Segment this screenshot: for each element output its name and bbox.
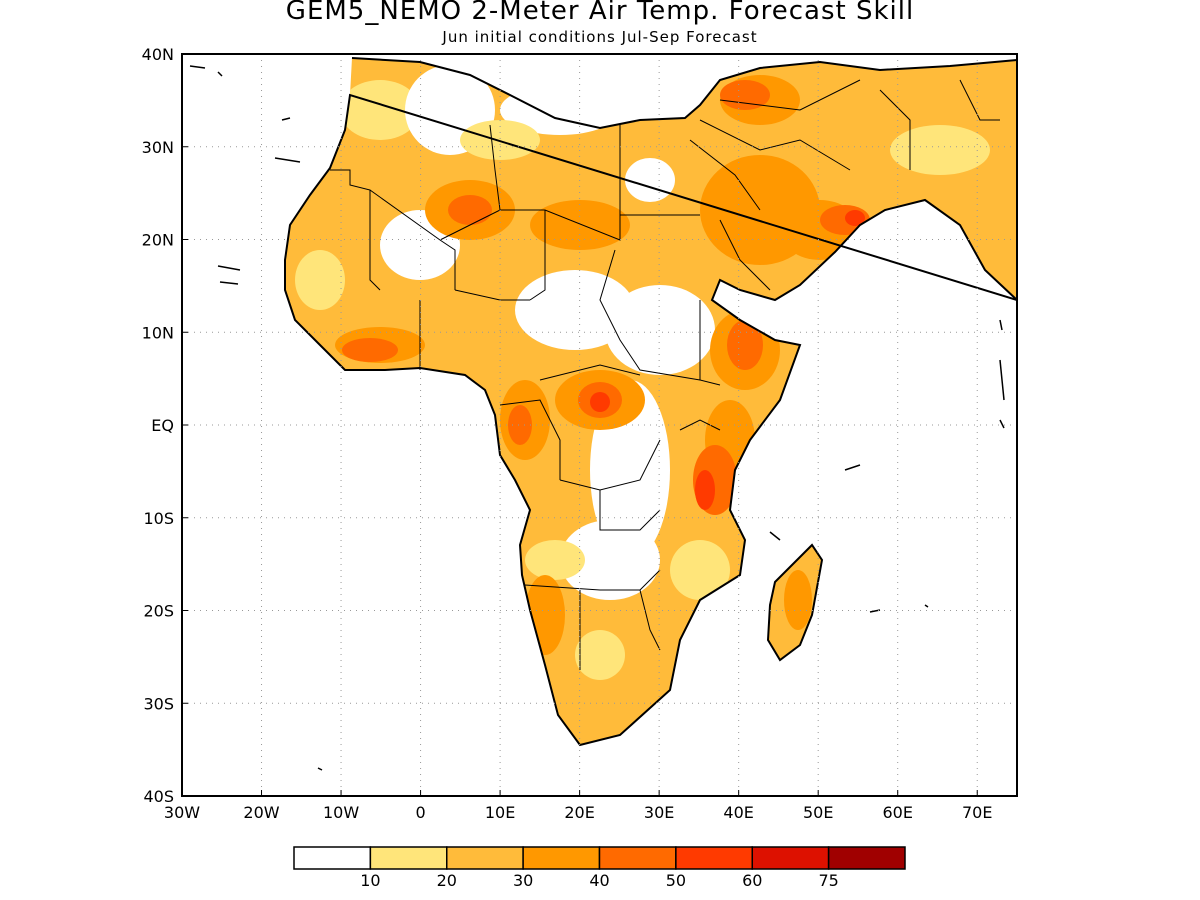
colorbar-label: 30 — [513, 871, 533, 890]
colorbar-swatch — [598, 846, 677, 870]
coastline — [284, 57, 1018, 747]
map-subtitle: Jun initial conditions Jul-Sep Forecast — [442, 28, 758, 46]
colorbar-label: 75 — [818, 871, 838, 890]
y-tick-label: 40S — [143, 787, 174, 806]
colorbar-swatch — [751, 846, 830, 870]
plot-frame — [181, 53, 1018, 797]
x-tick-label: 70E — [962, 803, 992, 822]
x-tick-label: 0 — [415, 803, 425, 822]
x-tick-label: 10W — [323, 803, 359, 822]
x-axis-labels: 30W 20W 10W 0 10E 20E 30E 40E 50E 60E 70E — [164, 803, 993, 822]
colorbar-label: 40 — [589, 871, 609, 890]
y-tick-label: 10S — [143, 509, 174, 528]
y-tick-label: 20S — [143, 602, 174, 621]
y-tick-label: EQ — [151, 416, 174, 435]
skill-shading — [285, 58, 1017, 745]
x-tick-label: 30W — [164, 803, 200, 822]
colorbar-swatch — [675, 846, 753, 870]
x-tick-label: 30E — [644, 803, 674, 822]
gridlines — [181, 53, 1017, 797]
x-tick-label: 20W — [243, 803, 279, 822]
y-tick-label: 10N — [142, 323, 174, 342]
country-borders — [330, 79, 1000, 670]
colorbar-label: 60 — [742, 871, 762, 890]
colorbar-swatch — [293, 846, 372, 870]
x-tick-label: 40E — [723, 803, 753, 822]
colorbar-swatch — [369, 846, 448, 870]
colorbar-swatch — [522, 846, 601, 870]
colorbar: 10 20 30 40 50 60 75 — [293, 846, 906, 890]
colorbar-swatch — [446, 846, 524, 870]
x-tick-label: 10E — [485, 803, 515, 822]
islands — [189, 65, 1005, 771]
map-title: GEM5_NEMO 2-Meter Air Temp. Forecast Ski… — [285, 0, 915, 26]
colorbar-label: 50 — [666, 871, 686, 890]
x-tick-label: 50E — [803, 803, 833, 822]
colorbar-label: 20 — [437, 871, 457, 890]
y-tick-label: 40N — [142, 45, 174, 64]
colorbar-swatch — [827, 846, 906, 870]
y-axis-labels: 40N 30N 20N 10N EQ 10S 20S 30S 40S — [142, 45, 174, 806]
y-tick-label: 30N — [142, 138, 174, 157]
y-tick-label: 20N — [142, 231, 174, 250]
y-tick-label: 30S — [143, 694, 174, 713]
x-tick-label: 20E — [564, 803, 594, 822]
colorbar-label: 10 — [360, 871, 380, 890]
x-tick-label: 60E — [882, 803, 912, 822]
